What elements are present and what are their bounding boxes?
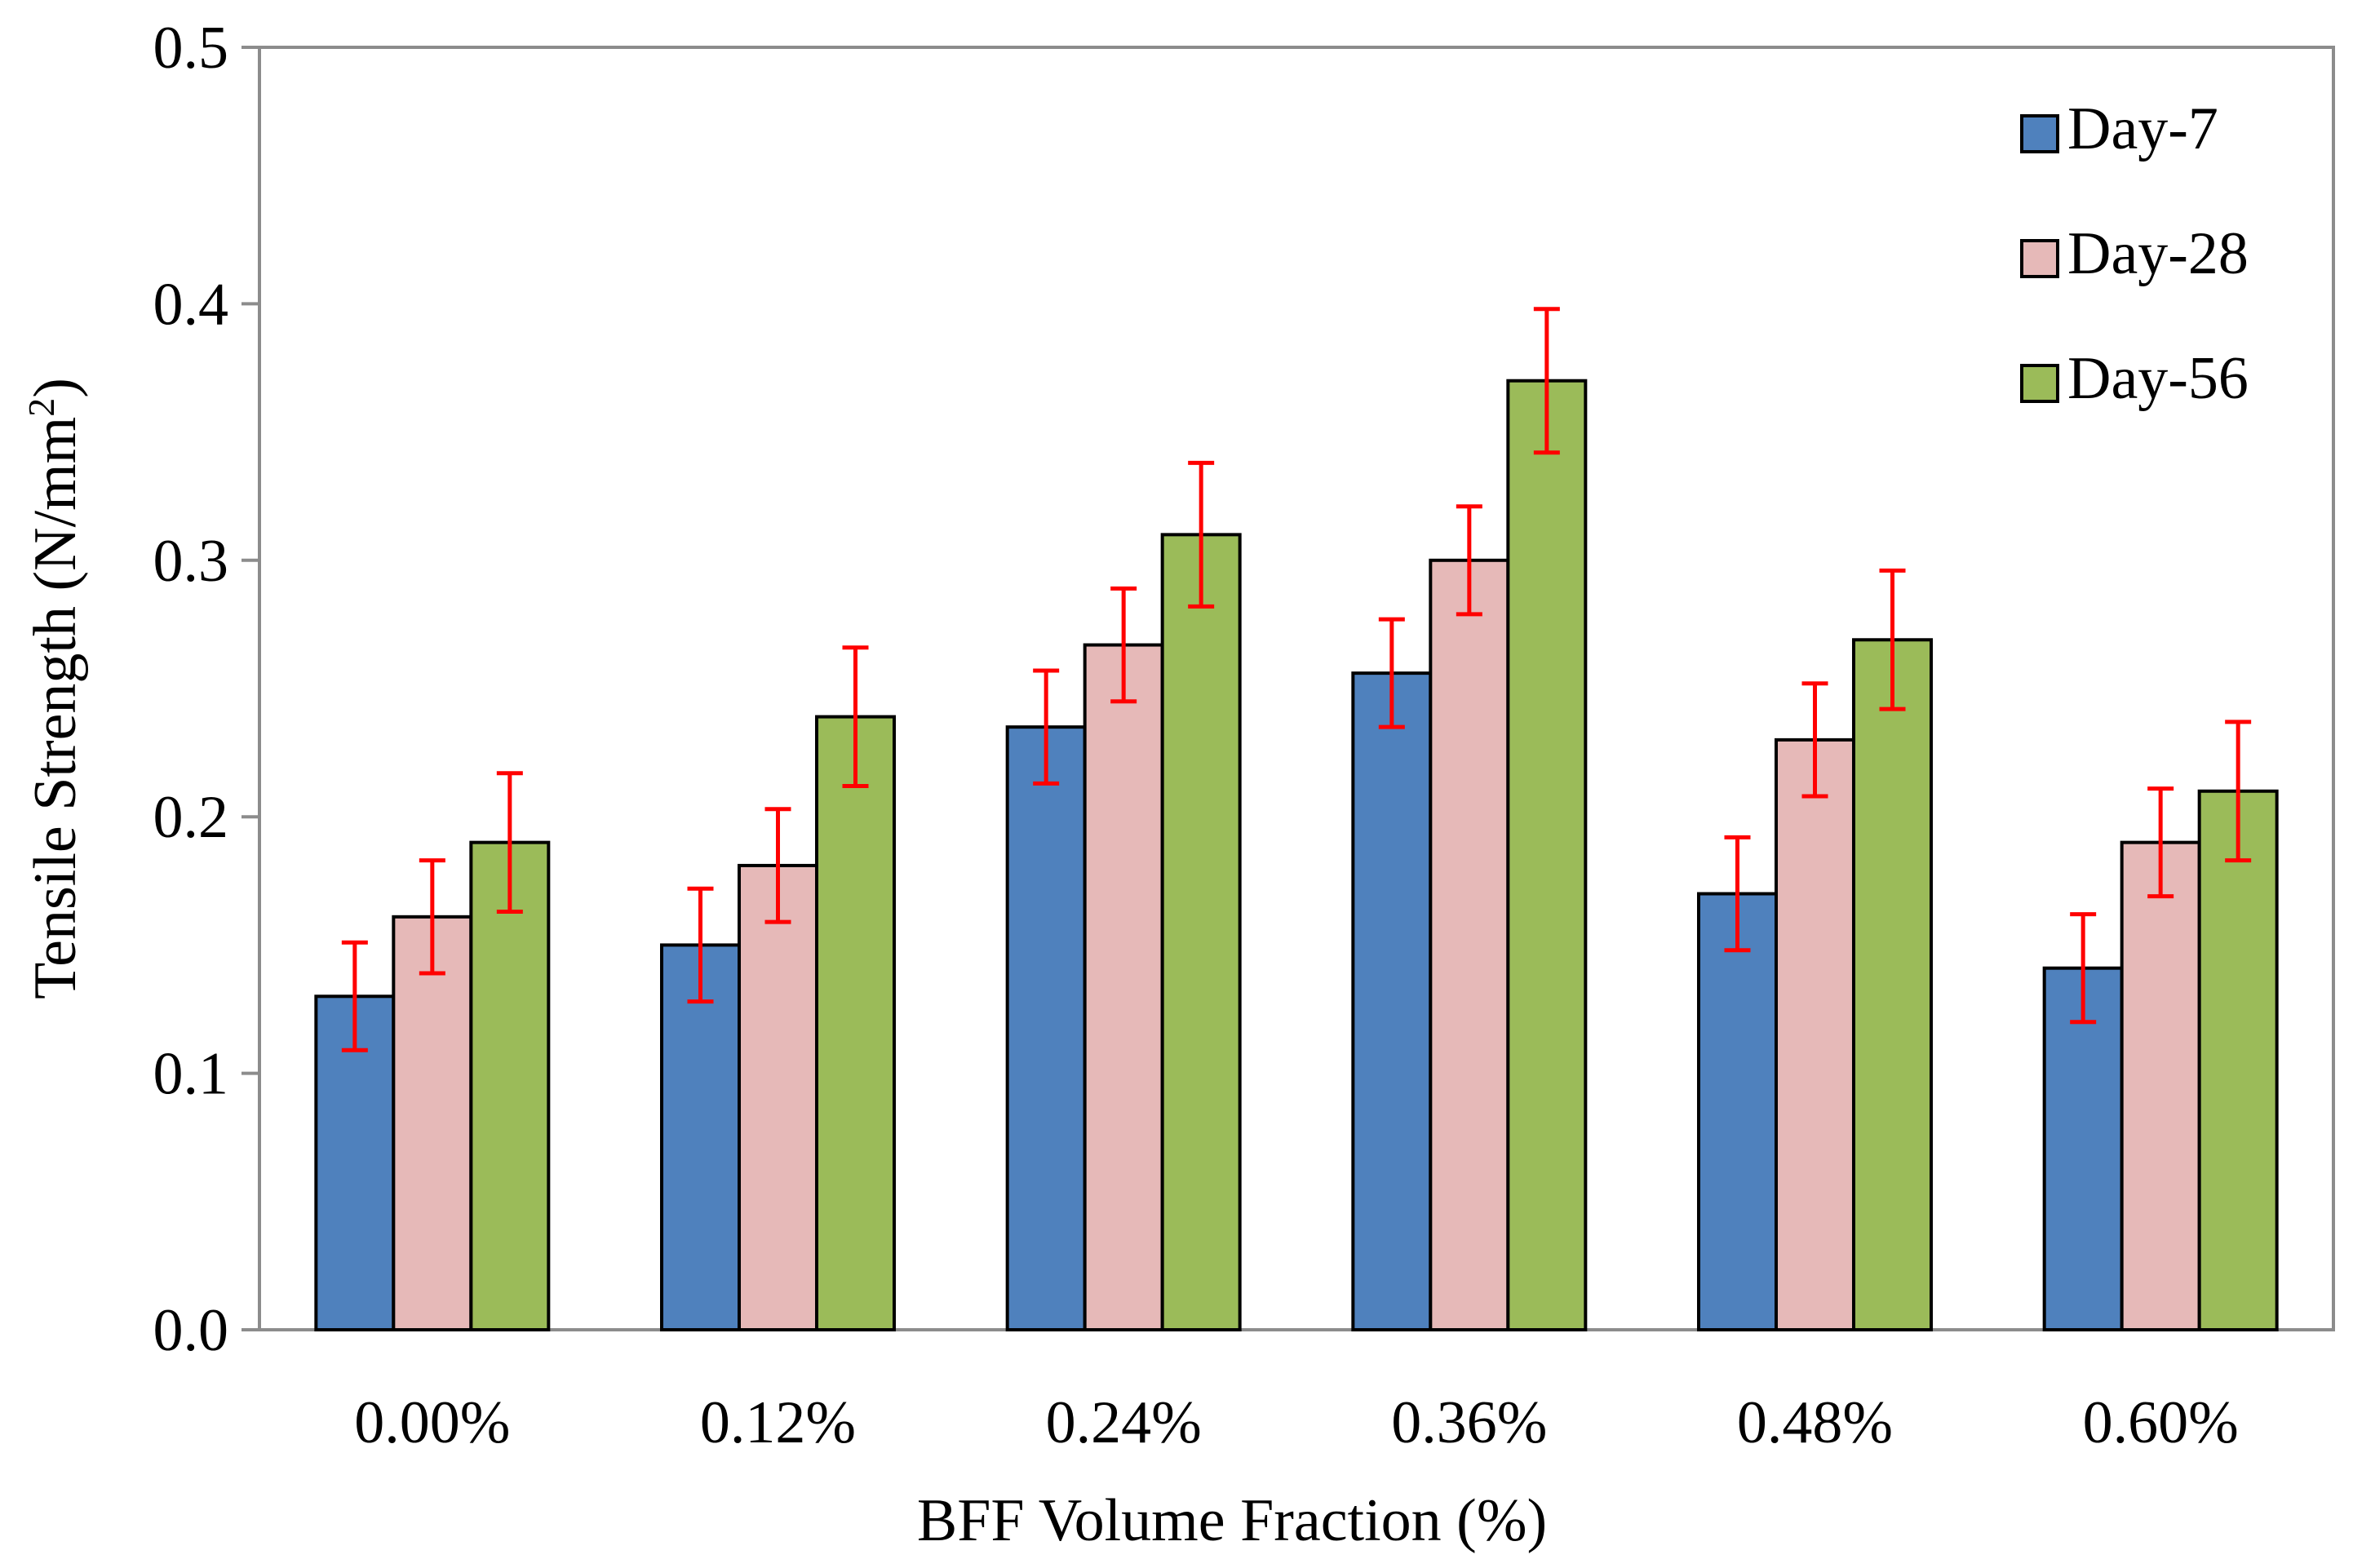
- bar-day-28-1: [738, 863, 818, 1332]
- error-bar-day-28-1: [764, 807, 791, 924]
- plot-area: [258, 46, 2335, 1331]
- x-axis: 0.00% 0.12% 0.24% 0.36% 0.48% 0.60%: [354, 1389, 2238, 1456]
- y-axis: 0.0 0.1 0.2 0.3 0.4 0.5: [153, 15, 259, 1364]
- error-bar-day-28-0: [419, 858, 445, 976]
- legend: Day-7 Day-28 Day-56: [2020, 95, 2249, 412]
- legend-item-day-28: Day-28: [2020, 220, 2249, 287]
- error-bar-day-7-0: [341, 940, 368, 1052]
- error-bar-day-28-4: [1801, 681, 1828, 799]
- bar-day-56-2: [1160, 533, 1242, 1331]
- y-tick-label: 0.1: [153, 1041, 229, 1108]
- bar-day-28-5: [2120, 840, 2201, 1331]
- legend-label: Day-56: [2067, 345, 2249, 412]
- y-tick-label: 0.5: [153, 15, 229, 82]
- error-bar-day-7-5: [2070, 912, 2097, 1025]
- error-bar-day-28-5: [2147, 786, 2174, 899]
- bar-day-7-3: [1351, 671, 1433, 1331]
- x-tick-label: 0.48%: [1737, 1389, 1893, 1456]
- error-bar-day-56-0: [496, 771, 523, 915]
- y-tick-label: 0.3: [153, 528, 229, 595]
- bar-day-28-0: [392, 915, 473, 1332]
- x-tick-label: 0.36%: [1391, 1389, 1547, 1456]
- bar-day-56-1: [815, 715, 896, 1331]
- error-bar-day-56-1: [842, 645, 869, 788]
- x-axis-title: BFF Volume Fraction (%): [917, 1487, 1547, 1554]
- error-bar-day-7-3: [1378, 617, 1405, 729]
- bar-day-56-3: [1506, 379, 1588, 1332]
- y-tick-label: 0.0: [153, 1297, 229, 1364]
- bar-day-28-2: [1083, 643, 1164, 1331]
- error-bar-day-56-5: [2225, 720, 2252, 863]
- y-tick-label: 0.4: [153, 271, 229, 338]
- error-bar-day-7-4: [1724, 835, 1751, 953]
- x-tick-label: 0.00%: [354, 1389, 510, 1456]
- error-bar-day-28-3: [1456, 504, 1482, 617]
- legend-swatch: [2020, 239, 2059, 278]
- y-axis-title-main: Tensile Strength (N/mm: [22, 417, 89, 999]
- error-bars: [341, 307, 2252, 1052]
- bar-day-28-3: [1429, 558, 1510, 1331]
- error-bar-day-56-3: [1533, 307, 1560, 455]
- error-bar-day-56-4: [1879, 568, 1906, 711]
- bar-day-7-1: [660, 943, 741, 1332]
- legend-item-day-7: Day-7: [2020, 95, 2218, 162]
- bar-day-7-2: [1005, 725, 1087, 1331]
- legend-swatch: [2020, 114, 2059, 153]
- legend-swatch: [2020, 364, 2059, 403]
- error-bar-day-7-2: [1033, 668, 1060, 786]
- y-axis-title-superscript: 2: [20, 398, 62, 417]
- bar-day-56-4: [1852, 638, 1933, 1331]
- legend-item-day-56: Day-56: [2020, 345, 2249, 412]
- x-tick-label: 0.60%: [2083, 1389, 2239, 1456]
- error-bar-day-56-2: [1188, 460, 1215, 609]
- bar-day-7-4: [1697, 892, 1778, 1331]
- bar-day-56-0: [469, 840, 551, 1331]
- x-tick-label: 0.12%: [700, 1389, 856, 1456]
- error-bar-day-28-2: [1110, 586, 1137, 704]
- y-tick-label: 0.2: [153, 784, 229, 851]
- legend-label: Day-7: [2067, 95, 2218, 162]
- bar-day-28-4: [1775, 737, 1855, 1331]
- y-axis-title-close: ): [22, 378, 89, 398]
- legend-label: Day-28: [2067, 220, 2249, 287]
- bar-day-56-5: [2197, 789, 2279, 1331]
- error-bar-day-7-1: [687, 886, 714, 1004]
- x-tick-label: 0.24%: [1046, 1389, 1202, 1456]
- y-axis-title: Tensile Strength (N/mm2): [20, 378, 89, 999]
